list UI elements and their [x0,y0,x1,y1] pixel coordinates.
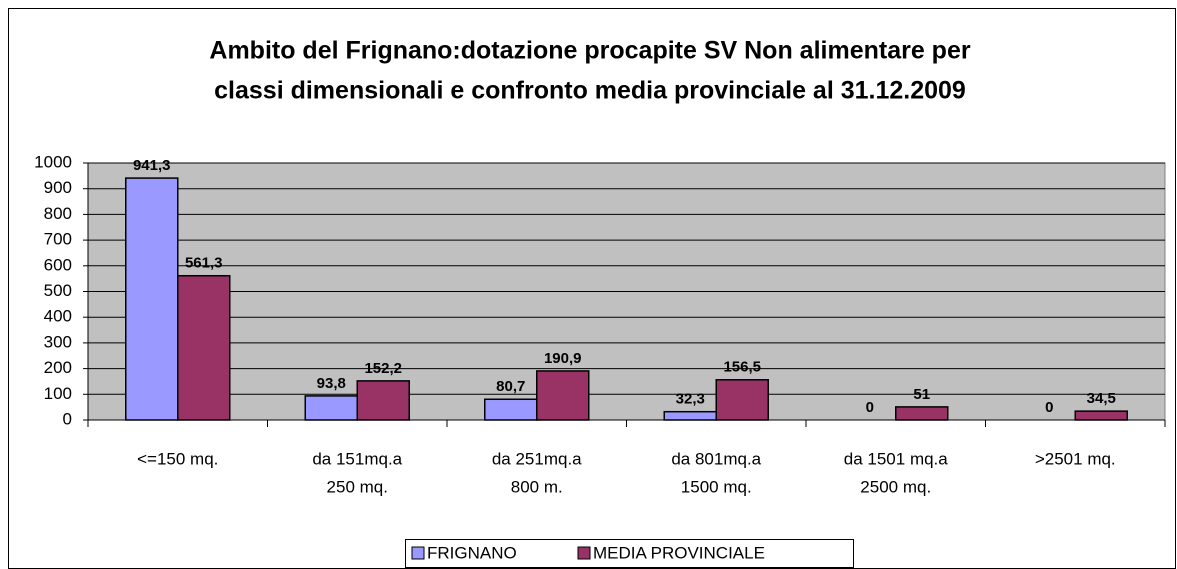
bar [356,380,410,421]
x-tick-label: 250 mq. [327,477,388,496]
x-tick-label: da 151mq.a [312,449,402,468]
bar [304,395,358,421]
x-tick-label: <=150 mq. [137,449,218,468]
x-tick-label: 800 m. [511,477,563,496]
chart-title: Ambito del Frignano:dotazione procapite … [209,37,970,65]
value-label: 34,5 [1087,390,1116,407]
y-tick-label: 0 [63,409,72,428]
y-tick-label: 700 [44,230,72,249]
y-tick-label: 400 [44,307,72,326]
y-tick-label: 1000 [34,152,72,171]
value-label: 190,9 [544,350,582,367]
value-label: 152,2 [364,360,402,377]
value-label: 0 [1045,399,1053,416]
x-tick-label: da 251mq.a [492,449,582,468]
value-label: 561,3 [185,255,223,272]
value-label: 941,3 [133,157,171,174]
legend-label: MEDIA PROVINCIALE [593,543,765,562]
y-tick-label: 800 [44,204,72,223]
chart-title: classi dimensionali e confronto media pr… [214,77,966,105]
legend-swatch [577,546,591,560]
value-label: 0 [866,399,874,416]
bar [484,398,538,421]
value-label: 51 [913,386,930,403]
y-tick-label: 900 [44,178,72,197]
bar [125,177,179,421]
y-tick-label: 100 [44,384,72,403]
y-tick-label: 300 [44,332,72,351]
bar [895,406,949,421]
y-tick-label: 200 [44,358,72,377]
x-tick-label: 1500 mq. [681,477,752,496]
x-tick-label: da 801mq.a [671,449,761,468]
y-tick-label: 600 [44,255,72,274]
x-tick-label: >2501 mq. [1035,449,1116,468]
bar [177,274,231,421]
value-label: 80,7 [496,378,525,395]
value-label: 156,5 [723,359,761,376]
value-label: 93,8 [317,375,346,392]
y-tick-label: 500 [44,281,72,300]
bar [1074,410,1128,421]
bar [663,410,717,421]
legend-label: FRIGNANO [427,543,517,562]
legend-box [405,539,854,568]
bar [715,379,769,421]
bar [536,370,590,421]
legend-swatch [411,546,425,560]
value-label: 32,3 [676,391,705,408]
x-tick-label: 2500 mq. [860,477,931,496]
x-tick-label: da 1501 mq.a [844,449,949,468]
